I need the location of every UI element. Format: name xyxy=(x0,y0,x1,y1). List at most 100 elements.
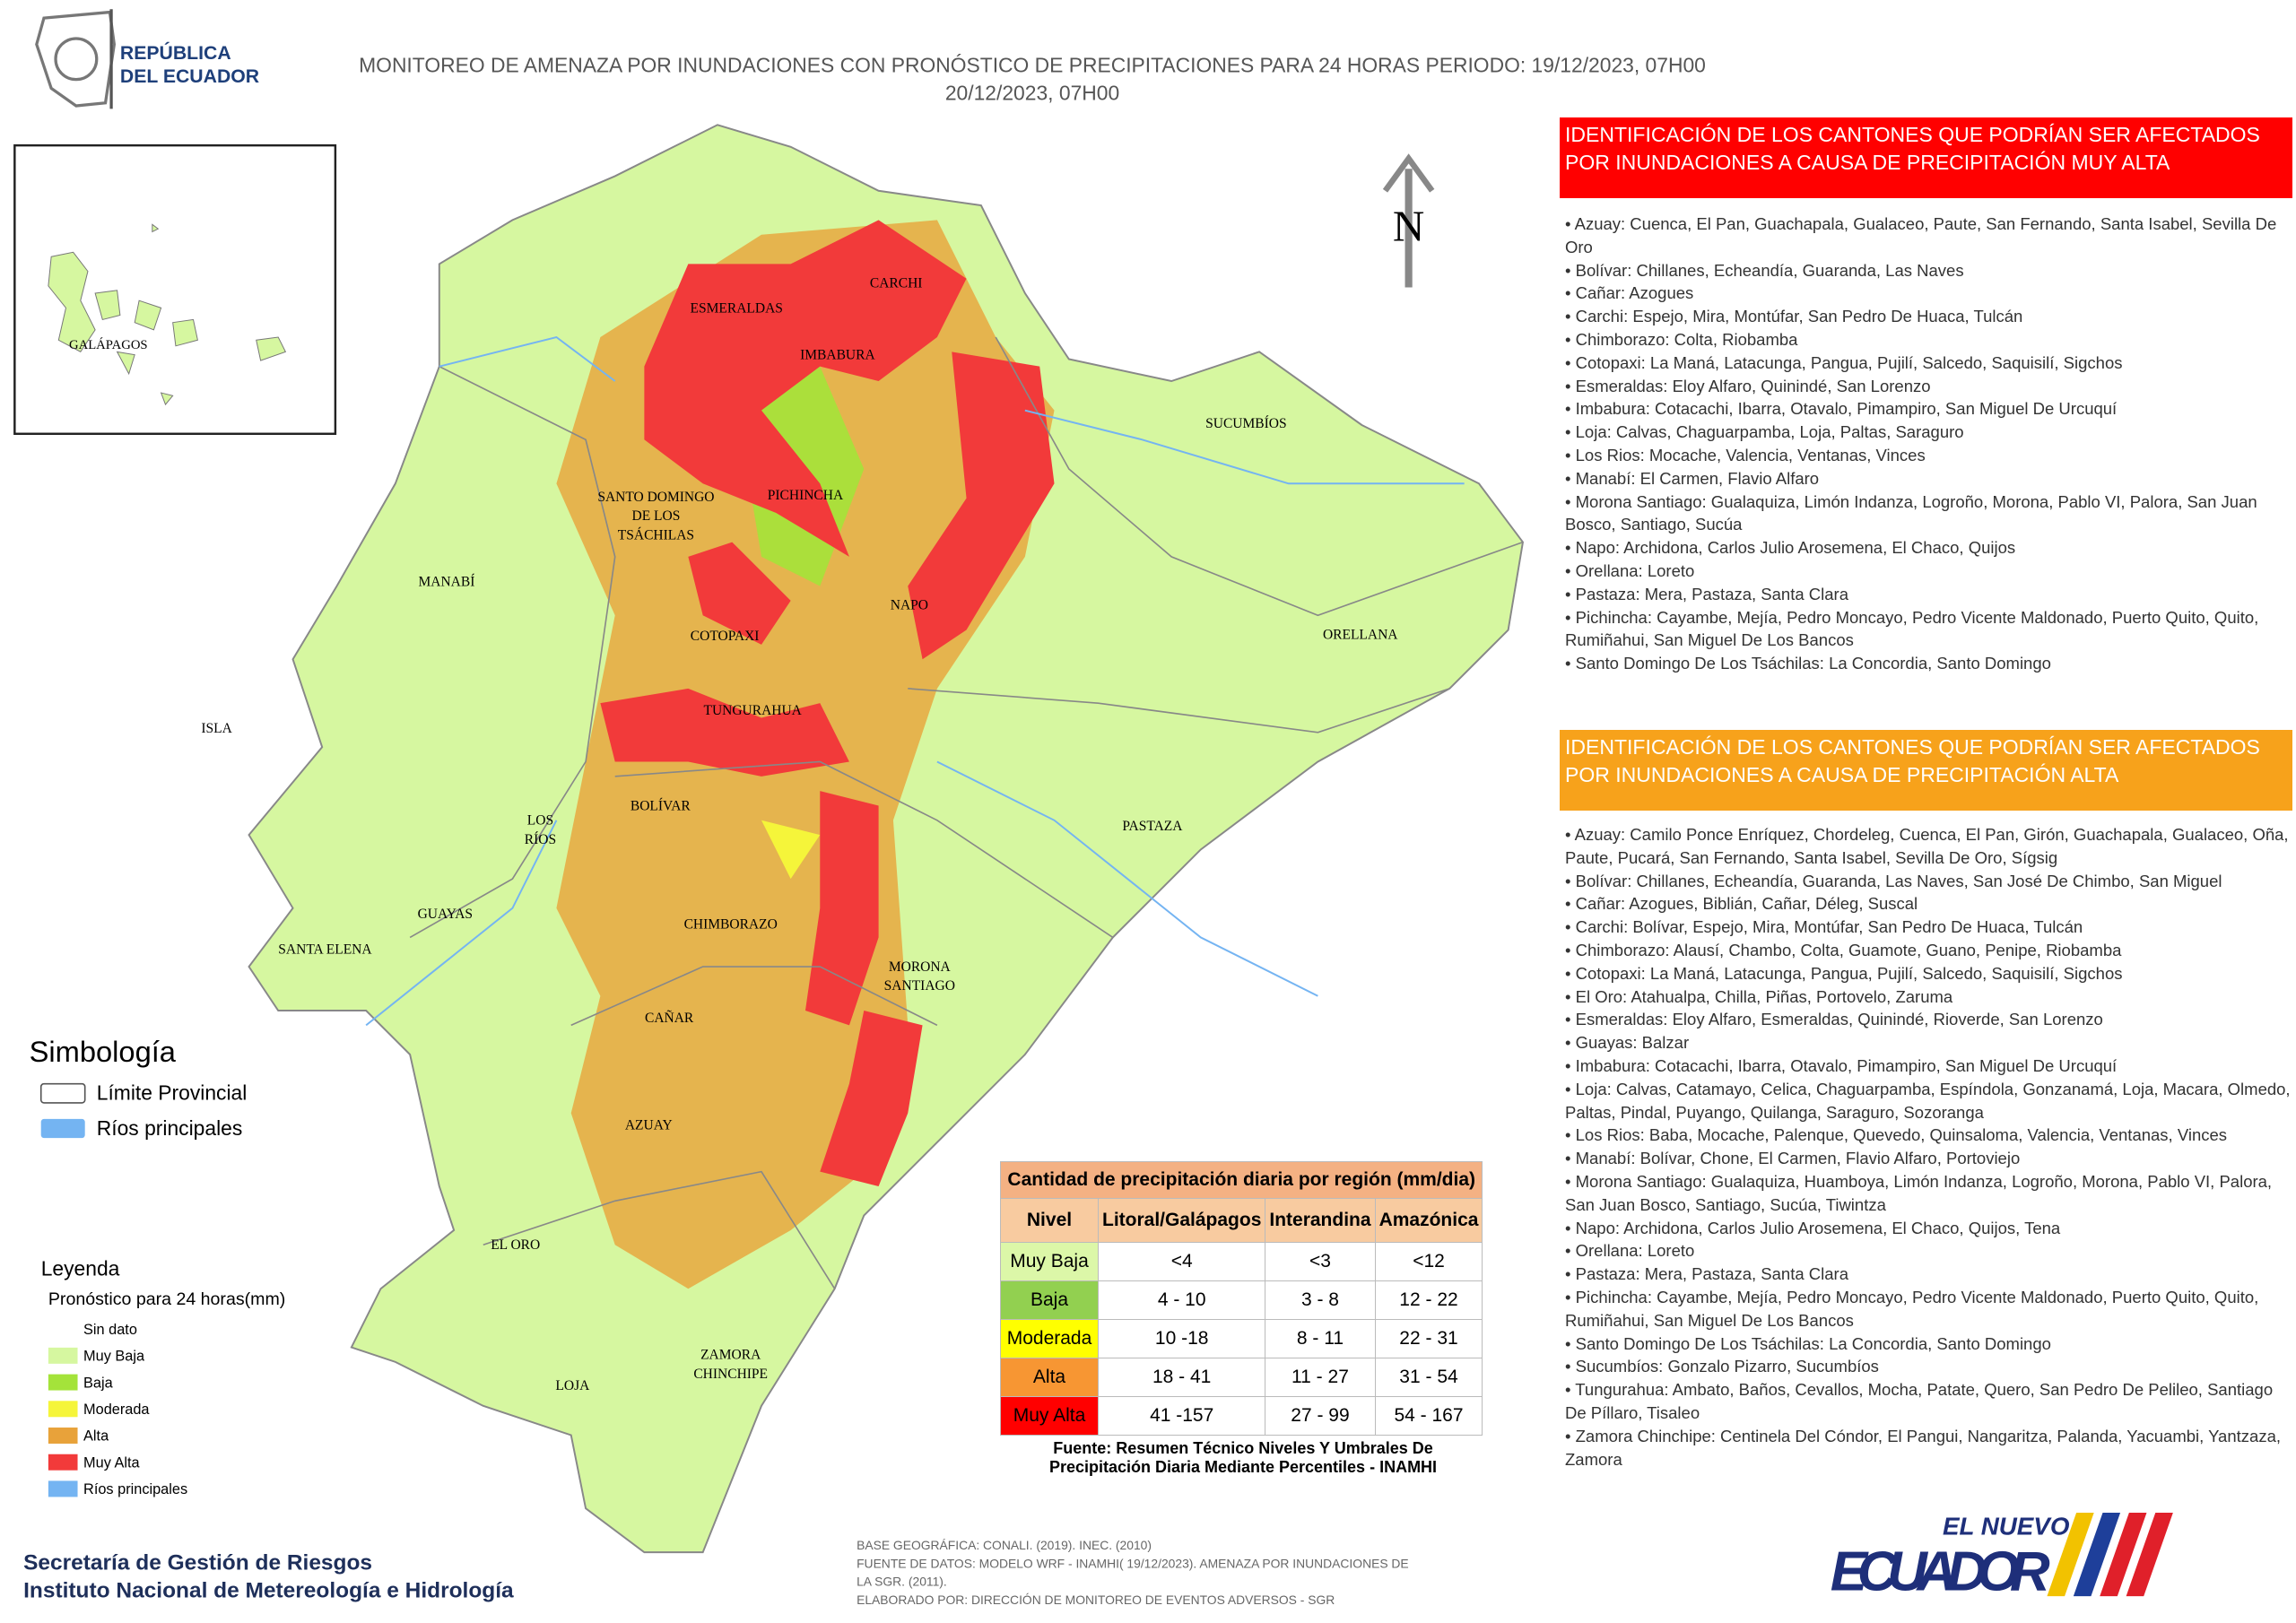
legend-swatch xyxy=(48,1428,78,1444)
symbology-title: Simbología xyxy=(30,1035,177,1068)
brand-logo xyxy=(2047,1513,2173,1597)
province-label: LOS xyxy=(527,813,553,829)
province-label: CARCHI xyxy=(870,276,923,291)
province-label: ORELLANA xyxy=(1323,627,1398,642)
panel-title-line: POR INUNDACIONES A CAUSA DE PRECIPITACIÓ… xyxy=(1565,763,2119,786)
source-line: Fuente: Resumen Técnico Niveles Y Umbral… xyxy=(1053,1439,1433,1457)
canton-item: Santo Domingo De Los Tsáchilas: La Conco… xyxy=(1565,652,2292,675)
canton-item: Los Rios: Mocache, Valencia, Ventanas, V… xyxy=(1565,444,2292,467)
province-label: GUAYAS xyxy=(418,907,473,922)
panel-title-line: POR INUNDACIONES A CAUSA DE PRECIPITACIÓ… xyxy=(1565,151,2170,174)
canton-item: El Oro: Atahualpa, Chilla, Piñas, Portov… xyxy=(1565,985,2292,1009)
table-cell: 41 -157 xyxy=(1097,1396,1266,1436)
legend-label: Ríos principales xyxy=(83,1481,187,1497)
brand: EL NUEVO xyxy=(1943,1513,2070,1541)
province-label: SANTIAGO xyxy=(884,978,955,994)
table-cell: Muy Baja xyxy=(1000,1242,1099,1281)
table-cell: 18 - 41 xyxy=(1097,1358,1266,1397)
table-header: Nivel xyxy=(1000,1198,1099,1243)
table-cell: 27 - 99 xyxy=(1265,1396,1376,1436)
canton-item: Sucumbíos: Gonzalo Pizarro, Sucumbíos xyxy=(1565,1355,2292,1378)
source-line: Precipitación Diaria Mediante Percentile… xyxy=(1048,1458,1438,1476)
table-cell: Alta xyxy=(1000,1358,1099,1397)
legend-subtitle: Pronóstico para 24 horas(mm) xyxy=(48,1289,285,1309)
threshold-table: Cantidad de precipitación diaria por reg… xyxy=(999,1161,1483,1436)
legend-swatch xyxy=(48,1347,78,1364)
institution: Secretaría de Gestión de Riesgos xyxy=(23,1551,372,1575)
table-cell: 3 - 8 xyxy=(1265,1280,1376,1320)
legend-swatch xyxy=(48,1401,78,1418)
table-cell: 11 - 27 xyxy=(1265,1358,1376,1397)
threshold-table-box: Cantidad de precipitación diaria por reg… xyxy=(999,1161,1486,1477)
institution: Instituto Nacional de Metereología e Hid… xyxy=(23,1579,514,1603)
logo xyxy=(35,9,116,109)
canton-item: Zamora Chinchipe: Centinela Del Cóndor, … xyxy=(1565,1425,2292,1471)
legend: Simbología Límite Provincial Ríos principa… xyxy=(30,1035,286,1497)
symbology-label: Límite Provincial xyxy=(97,1081,248,1105)
table-cell: 12 - 22 xyxy=(1374,1280,1483,1320)
province-label: MANABÍ xyxy=(419,575,475,590)
table-cell: 54 - 167 xyxy=(1374,1396,1483,1436)
table-cell: Moderada xyxy=(1000,1319,1099,1358)
canton-item: Napo: Archidona, Carlos Julio Arosemena,… xyxy=(1565,536,2292,560)
province-label: CHINCHIPE xyxy=(693,1367,768,1382)
canton-item: Pichincha: Cayambe, Mejía, Pedro Moncayo… xyxy=(1565,1286,2292,1332)
table-cell: <12 xyxy=(1374,1242,1483,1281)
province-label: RÍOS xyxy=(525,832,556,847)
province-label: COTOPAXI xyxy=(691,629,760,644)
legend-title: Leyenda xyxy=(41,1257,120,1280)
logo-text: REPÚBLICA xyxy=(120,41,231,64)
legend-swatch xyxy=(48,1454,78,1471)
canton-item: Pichincha: Cayambe, Mejía, Pedro Moncayo… xyxy=(1565,606,2292,653)
canton-item: Esmeraldas: Eloy Alfaro, Esmeraldas, Qui… xyxy=(1565,1008,2292,1031)
cantons-list: Azuay: Camilo Ponce Enríquez, Chordeleg,… xyxy=(1565,823,2292,1471)
province-label: EL ORO xyxy=(491,1237,540,1253)
canton-item: Cañar: Azogues, Biblián, Cañar, Déleg, S… xyxy=(1565,892,2292,916)
table-header: Interandina xyxy=(1265,1198,1376,1243)
brand: ECUADOR xyxy=(1831,1541,2050,1603)
table-cell: 22 - 31 xyxy=(1374,1319,1483,1358)
canton-item: Pastaza: Mera, Pastaza, Santa Clara xyxy=(1565,583,2292,606)
legend-label: Baja xyxy=(83,1375,114,1391)
province-label: DE LOS xyxy=(632,508,681,524)
canton-item: Manabí: Bolívar, Chone, El Carmen, Flavi… xyxy=(1565,1147,2292,1170)
credit-line: ELABORADO POR: DIRECCIÓN DE MONITOREO DE… xyxy=(857,1593,1335,1607)
table-cell: <4 xyxy=(1097,1242,1266,1281)
province-label: PICHINCHA xyxy=(768,488,844,503)
table-header: Litoral/Galápagos xyxy=(1097,1198,1266,1243)
credits: BASE GEOGRÁFICA: CONALI. (2019). INEC. (… xyxy=(857,1538,1409,1607)
canton-item: Loja: Calvas, Catamayo, Celica, Chaguarp… xyxy=(1565,1078,2292,1124)
legend-swatch xyxy=(48,1480,78,1497)
legend-label: Sin dato xyxy=(83,1322,137,1338)
canton-item: Cotopaxi: La Maná, Latacunga, Pangua, Pu… xyxy=(1565,352,2292,375)
province-label: TSÁCHILAS xyxy=(618,527,694,542)
panel-title-line: IDENTIFICACIÓN DE LOS CANTONES QUE PODRÍ… xyxy=(1565,123,2260,146)
panel-title: IDENTIFICACIÓN DE LOS CANTONES QUE PODRÍ… xyxy=(1560,117,2292,198)
title: 20/12/2023, 07H00 xyxy=(945,82,1119,105)
credit-line: BASE GEOGRÁFICA: CONALI. (2019). INEC. (… xyxy=(857,1538,1152,1552)
canton-item: Manabí: El Carmen, Flavio Alfaro xyxy=(1565,467,2292,490)
canton-item: Bolívar: Chillanes, Echeandía, Guaranda,… xyxy=(1565,259,2292,282)
province-label: CAÑAR xyxy=(645,1011,694,1026)
credit-line: LA SGR. (2011). xyxy=(857,1575,947,1589)
table-row: Muy Alta 41 -157 27 - 99 54 - 167 xyxy=(1000,1396,1483,1436)
title: MONITOREO DE AMENAZA POR INUNDACIONES CO… xyxy=(359,54,1706,77)
symbology-label: Ríos principales xyxy=(97,1116,243,1140)
province-label: AZUAY xyxy=(625,1117,673,1133)
symbology-swatch xyxy=(40,1118,85,1139)
table-row: Muy Baja <4 <3 <12 xyxy=(1000,1242,1483,1281)
canton-item: Napo: Archidona, Carlos Julio Arosemena,… xyxy=(1565,1217,2292,1240)
canton-item: Imbabura: Cotacachi, Ibarra, Otavalo, Pi… xyxy=(1565,1055,2292,1078)
north-label: N xyxy=(1393,201,1424,250)
panel-title-line: IDENTIFICACIÓN DE LOS CANTONES QUE PODRÍ… xyxy=(1565,735,2260,759)
table-header-row: Nivel Litoral/Galápagos Interandina Amazóni… xyxy=(1000,1198,1483,1243)
canton-item: Esmeraldas: Eloy Alfaro, Quinindé, San L… xyxy=(1565,375,2292,398)
canton-item: Morona Santiago: Gualaquiza, Limón Indan… xyxy=(1565,490,2292,537)
canton-item: Orellana: Loreto xyxy=(1565,1239,2292,1263)
table-title: Cantidad de precipitación diaria por reg… xyxy=(999,1161,1483,1199)
canton-item: Carchi: Bolívar, Espejo, Mira, Montúfar,… xyxy=(1565,916,2292,939)
table-row: Moderada 10 -18 8 - 11 22 - 31 xyxy=(1000,1319,1483,1358)
province-label: CHIMBORAZO xyxy=(684,917,778,933)
